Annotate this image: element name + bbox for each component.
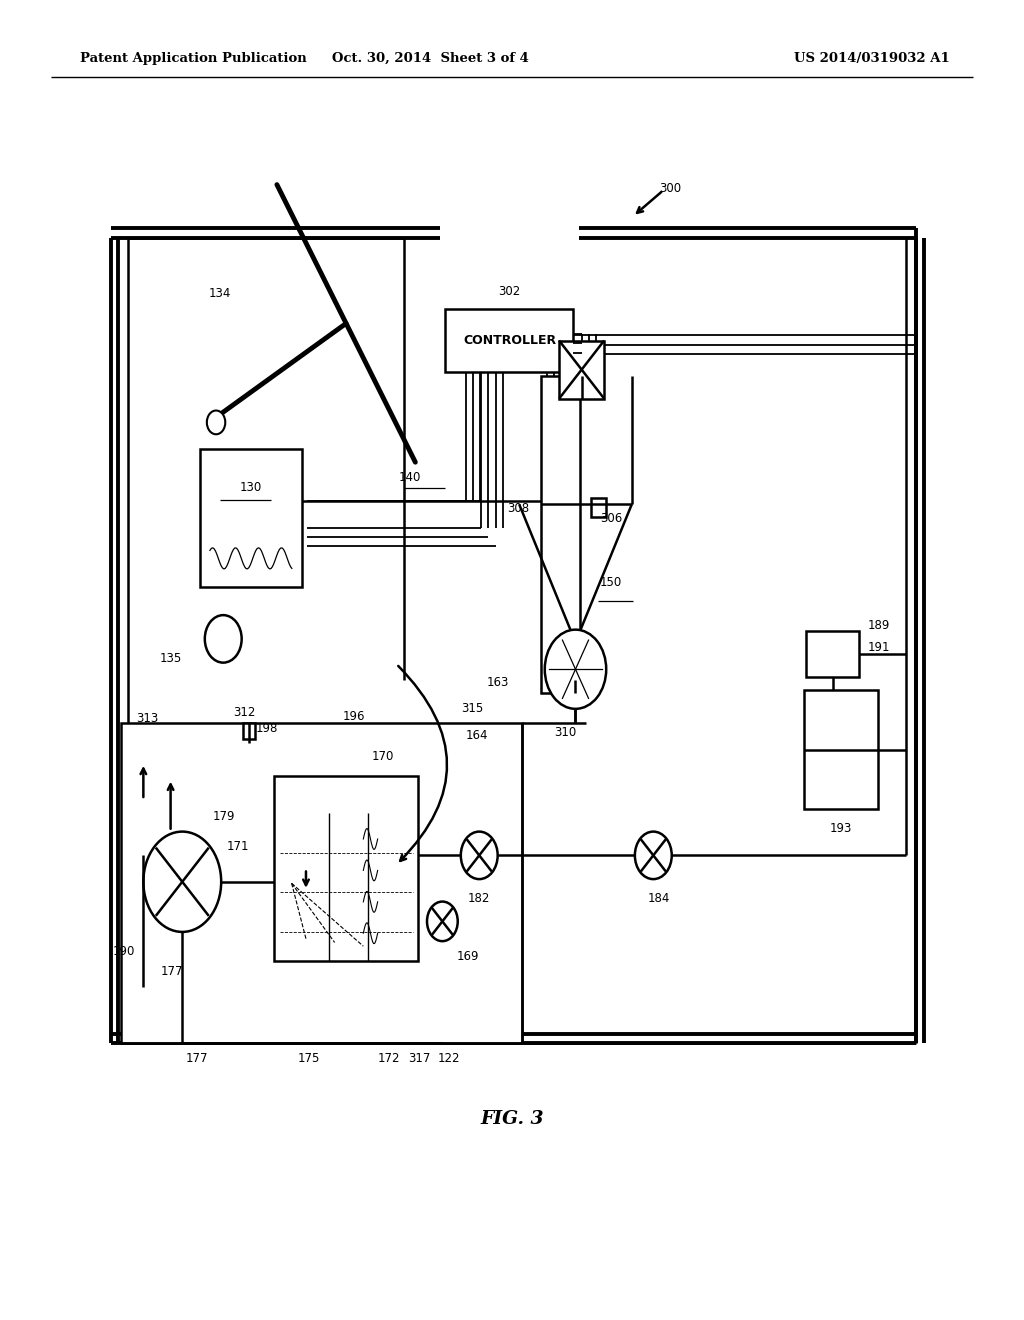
Text: US 2014/0319032 A1: US 2014/0319032 A1 <box>794 51 949 65</box>
Bar <box>200 449 302 587</box>
Bar <box>591 498 606 517</box>
Text: 164: 164 <box>466 729 488 742</box>
Text: 177: 177 <box>185 1052 208 1065</box>
Bar <box>274 776 418 961</box>
Text: 191: 191 <box>867 642 890 653</box>
Text: 317: 317 <box>409 1052 431 1065</box>
Text: FIG. 3: FIG. 3 <box>480 1110 544 1129</box>
Circle shape <box>427 902 458 941</box>
Text: 130: 130 <box>240 480 262 494</box>
Text: 306: 306 <box>600 512 623 525</box>
Bar <box>559 341 604 399</box>
Text: Oct. 30, 2014  Sheet 3 of 4: Oct. 30, 2014 Sheet 3 of 4 <box>332 51 528 65</box>
Circle shape <box>635 832 672 879</box>
Text: CONTROLLER: CONTROLLER <box>463 334 556 347</box>
Text: 170: 170 <box>372 750 394 763</box>
Text: 315: 315 <box>461 702 483 715</box>
Text: 189: 189 <box>867 619 890 631</box>
Text: 312: 312 <box>233 706 256 719</box>
Text: 163: 163 <box>486 676 509 689</box>
Circle shape <box>545 630 606 709</box>
Text: 184: 184 <box>647 892 670 906</box>
Circle shape <box>461 832 498 879</box>
Text: 172: 172 <box>378 1052 400 1065</box>
Text: 313: 313 <box>136 711 159 725</box>
Text: 150: 150 <box>600 576 623 589</box>
Bar <box>806 631 859 677</box>
Text: 177: 177 <box>161 965 183 978</box>
Bar <box>804 690 878 809</box>
Text: 169: 169 <box>457 950 479 964</box>
Text: 196: 196 <box>343 710 366 723</box>
Text: 175: 175 <box>298 1052 321 1065</box>
Circle shape <box>143 832 221 932</box>
Bar <box>243 723 255 739</box>
Text: 182: 182 <box>468 892 490 906</box>
Bar <box>541 376 580 693</box>
Text: 122: 122 <box>437 1052 460 1065</box>
Text: 193: 193 <box>829 822 852 836</box>
Text: 302: 302 <box>499 285 520 298</box>
Circle shape <box>205 615 242 663</box>
Text: 308: 308 <box>507 502 529 515</box>
Text: Patent Application Publication: Patent Application Publication <box>80 51 306 65</box>
Text: 171: 171 <box>226 840 249 853</box>
Text: 310: 310 <box>554 726 577 739</box>
Text: 198: 198 <box>256 722 279 735</box>
Text: 190: 190 <box>113 945 135 958</box>
Text: 300: 300 <box>659 182 682 195</box>
Bar <box>445 309 573 372</box>
Text: 140: 140 <box>398 471 421 484</box>
Text: 134: 134 <box>209 286 231 300</box>
Text: 179: 179 <box>213 810 236 824</box>
Circle shape <box>207 411 225 434</box>
Bar <box>121 723 522 1043</box>
Text: 135: 135 <box>160 652 182 665</box>
